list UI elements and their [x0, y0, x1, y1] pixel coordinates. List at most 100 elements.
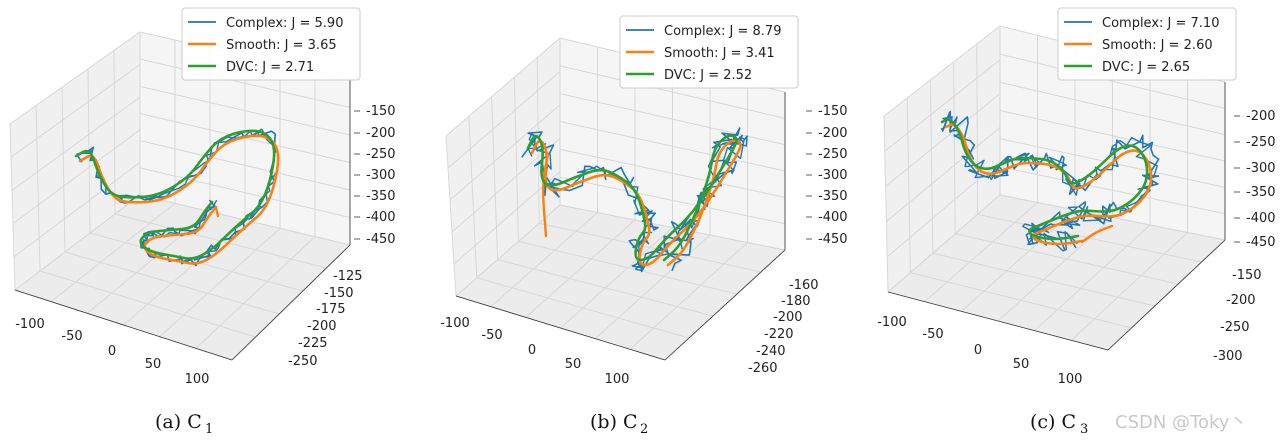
grid-line	[139, 167, 351, 218]
grid-line	[11, 96, 141, 191]
grid-line	[447, 71, 561, 169]
y-tick-label: -150	[1232, 268, 1262, 283]
panel-caption: (a) C	[155, 411, 202, 433]
y-tick-label: -150	[324, 286, 354, 301]
series-dvc-line	[526, 134, 738, 262]
x-tick-label: -50	[481, 328, 502, 343]
x-tick-label: -50	[61, 329, 82, 344]
watermark: CSDN @Toky丶	[1115, 412, 1247, 433]
legend-label-dvc: DVC: J = 2.71	[226, 60, 314, 75]
series-complex-line-pass	[527, 132, 748, 272]
panel-caption-subscript: 2	[640, 422, 648, 437]
legend-box	[619, 15, 799, 89]
grid-line	[1070, 232, 1188, 341]
z-tick-label: -450	[818, 232, 848, 247]
grid-line	[513, 77, 519, 242]
series-dvc-line	[74, 129, 276, 260]
grid-line	[999, 166, 1226, 215]
legend-label-smooth: Smooth: J = 2.60	[1102, 38, 1213, 53]
pane-floor	[15, 195, 350, 360]
z-tick-label: -450	[1246, 235, 1276, 250]
grid-line	[491, 96, 499, 260]
z-tick-label: -400	[366, 210, 396, 225]
panel-caption: (b) C	[590, 411, 638, 433]
x-tick-label: 100	[1058, 372, 1083, 387]
panel-c3: -100 -50 0 50 100 -150 -200 -250 -300 -200 -250 -30…	[877, 7, 1276, 437]
y-tick-label: -220	[764, 327, 794, 342]
grid-line	[560, 227, 673, 329]
x-tick-label: -100	[877, 315, 907, 330]
y-tick-label: -300	[1213, 349, 1243, 364]
x-tick-label: 0	[528, 343, 536, 358]
legend-box	[1057, 7, 1237, 81]
legend-box	[181, 7, 361, 81]
grid-line	[159, 227, 281, 338]
grid-line	[885, 93, 1001, 187]
grid-line	[883, 25, 1001, 117]
grid-line	[113, 50, 116, 215]
x-axis-line	[887, 291, 1109, 351]
grid-line	[449, 104, 561, 201]
grid-line	[13, 161, 141, 258]
x-tick-label: 50	[1013, 357, 1030, 372]
z-tick-label: -350	[818, 189, 848, 204]
grid-line	[50, 202, 176, 303]
x-tick-label: 100	[185, 372, 210, 387]
y-axis-line	[231, 244, 351, 361]
z-tick-label: -150	[818, 104, 848, 119]
grid-line	[455, 204, 561, 297]
legend-label-smooth: Smooth: J = 3.41	[664, 46, 775, 61]
series-smooth-line	[530, 139, 742, 267]
legend-label-complex: Complex: J = 5.90	[226, 16, 343, 31]
grid-line	[445, 37, 561, 137]
z-tick-label: -250	[1246, 135, 1276, 150]
y-tick-label: -180	[781, 294, 811, 309]
x-tick-label: 0	[108, 344, 116, 359]
y-tick-label: -250	[288, 354, 318, 369]
grid-line	[35, 105, 41, 272]
x-tick-label: 50	[565, 357, 582, 372]
z-tick-label: -400	[818, 210, 848, 225]
z-tick-label: -200	[366, 126, 396, 141]
grid-line	[594, 234, 711, 340]
legend-label-smooth: Smooth: J = 3.65	[226, 38, 337, 53]
z-tick-label: -200	[1246, 109, 1276, 124]
panel-caption-subscript: 3	[1080, 422, 1088, 437]
y-tick-label: -175	[316, 302, 346, 317]
series-smooth-tail	[1080, 224, 1114, 244]
x-tick-label: 0	[974, 343, 982, 358]
y-tick-label: -200	[307, 319, 337, 334]
grid-line	[61, 87, 66, 253]
grid-line	[525, 219, 636, 318]
x-tick-label: -100	[440, 316, 470, 331]
pane-left	[884, 26, 1000, 292]
x-tick-label: -100	[15, 317, 45, 332]
z-tick-label: -200	[818, 126, 848, 141]
grid-line	[9, 123, 16, 291]
z-tick-label: -250	[366, 147, 396, 162]
series-smooth-tail	[214, 206, 220, 218]
y-tick-label: -240	[756, 344, 786, 359]
y-tick-label: -160	[789, 278, 819, 293]
z-tick-label: -450	[366, 232, 396, 247]
grid-line	[887, 194, 1001, 293]
z-tick-label: -150	[366, 104, 396, 119]
legend-label-complex: Complex: J = 8.79	[664, 24, 781, 39]
y-tick-label: -200	[773, 310, 803, 325]
y-tick-label: -250	[1220, 320, 1250, 335]
grid-line	[445, 135, 457, 297]
grid-line	[884, 59, 1001, 152]
z-tick-label: -300	[366, 168, 396, 183]
series-smooth-tail	[542, 152, 550, 238]
grid-line	[12, 129, 141, 225]
z-tick-label: -250	[818, 147, 848, 162]
grid-line	[559, 176, 786, 225]
y-axis-line	[1107, 239, 1226, 351]
grid-line	[468, 116, 478, 278]
z-tick-label: -400	[1246, 211, 1276, 226]
series-dvc-line	[940, 118, 1149, 241]
series-smooth-line	[944, 123, 1153, 246]
grid-line	[953, 61, 956, 234]
grid-line	[629, 242, 748, 350]
